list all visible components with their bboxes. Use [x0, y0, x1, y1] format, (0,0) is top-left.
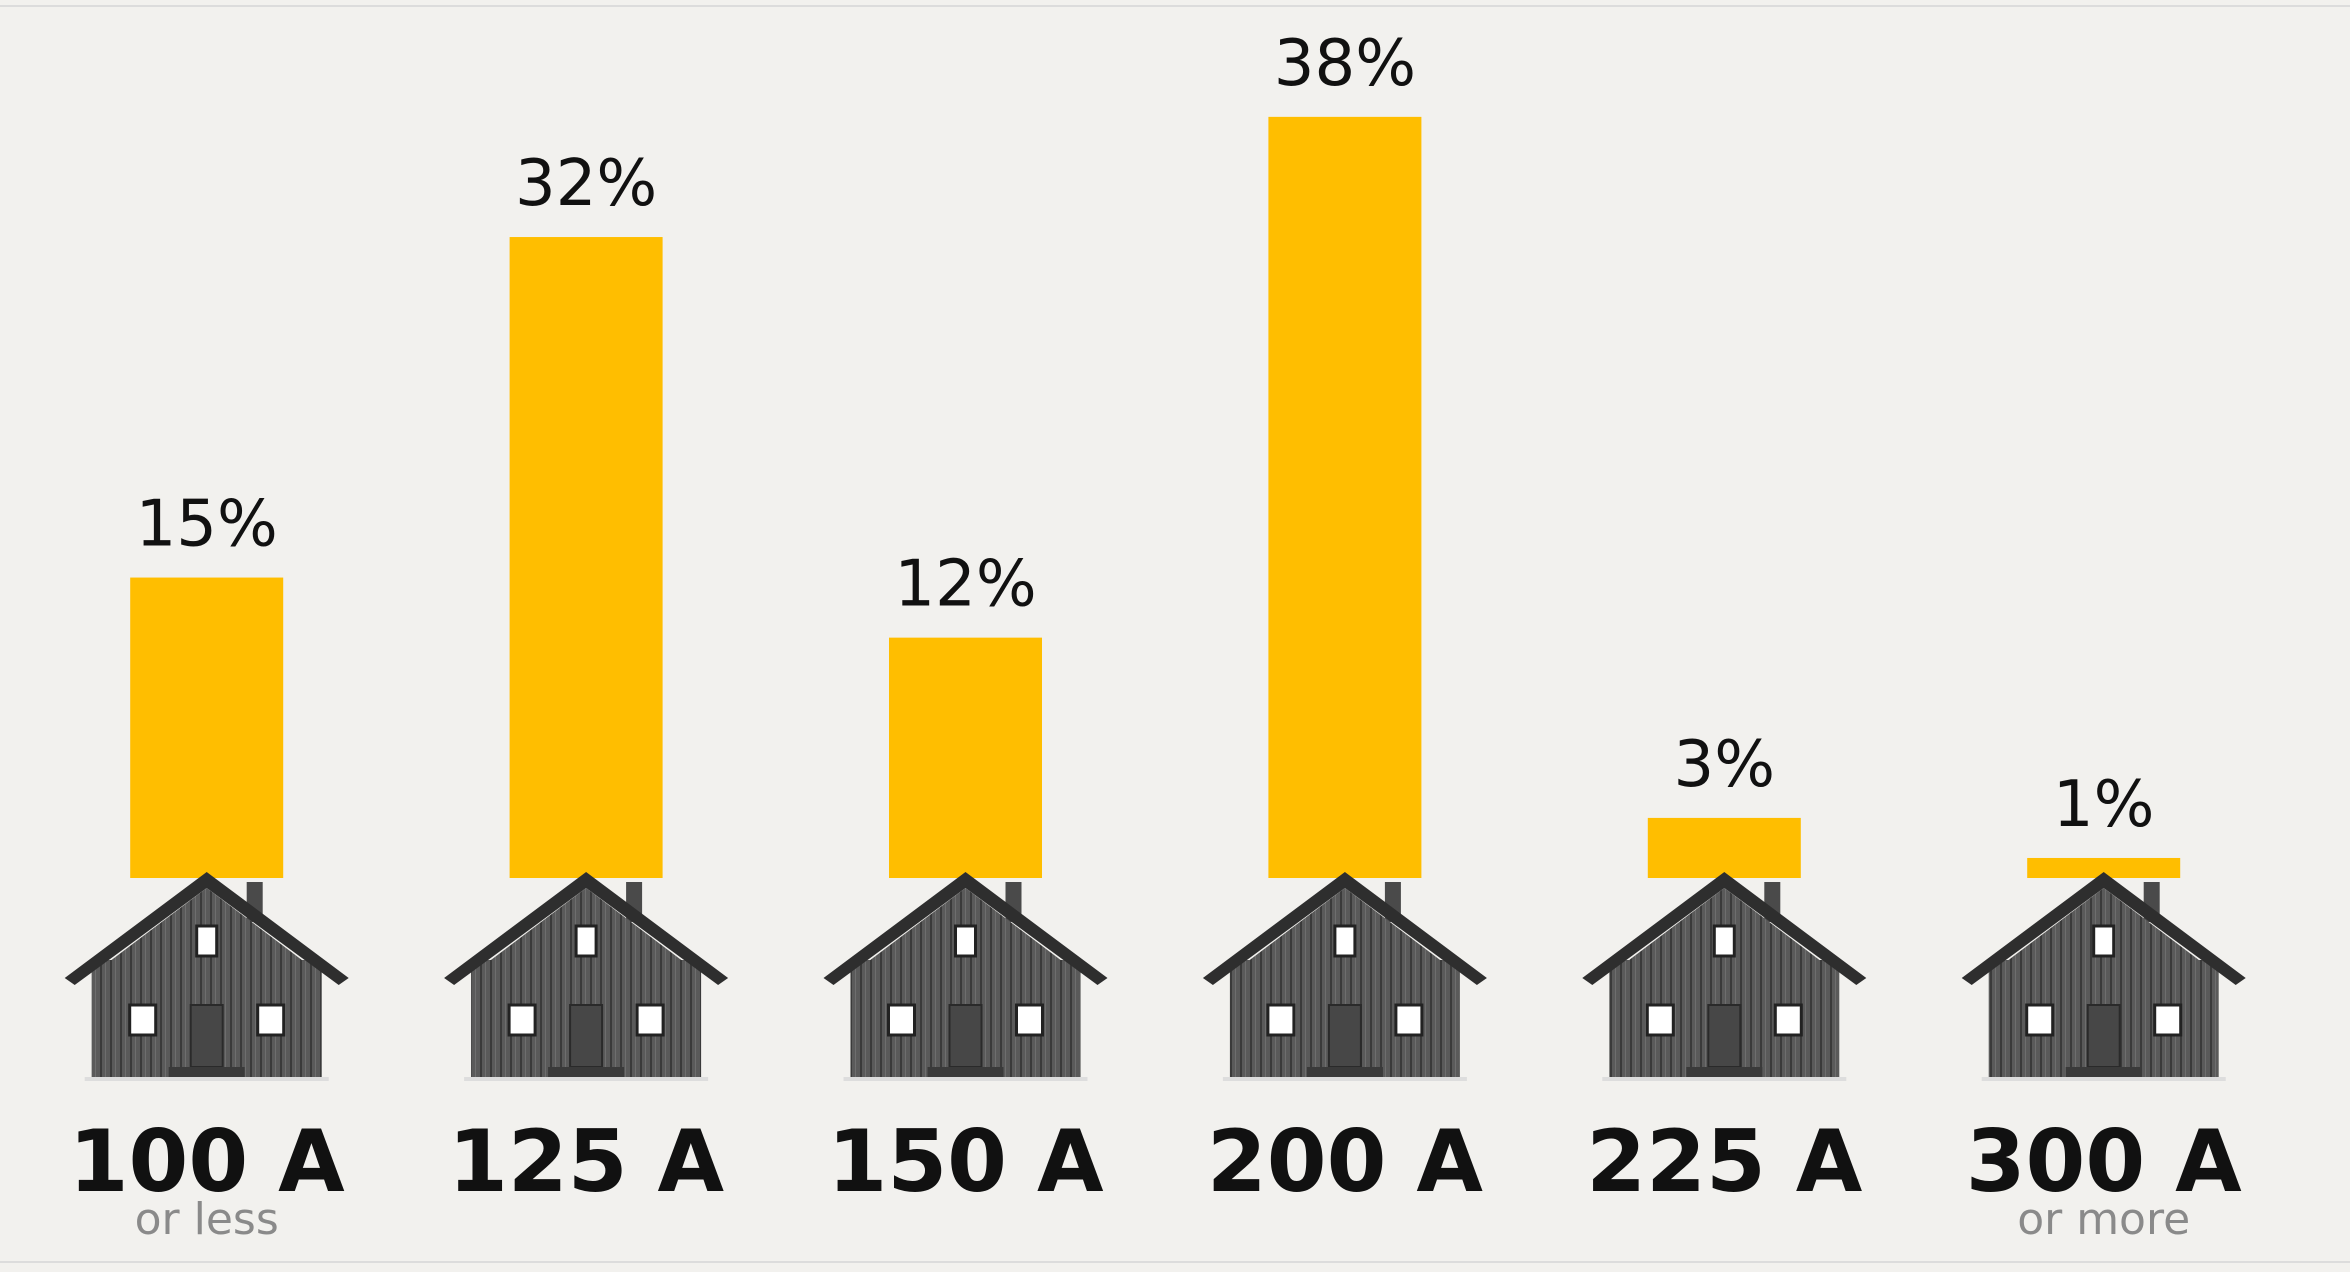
value-label: 12% — [894, 548, 1036, 622]
bar — [2027, 857, 2181, 878]
x-tick-sublabel: or less — [135, 1194, 279, 1245]
bar — [509, 237, 663, 879]
x-tick-label: 225 A — [1586, 1112, 1862, 1212]
window — [507, 1003, 537, 1037]
window — [256, 1003, 286, 1037]
window — [574, 924, 598, 958]
window — [1773, 1003, 1803, 1037]
door — [1707, 1004, 1742, 1068]
value-label: 32% — [515, 147, 657, 221]
window — [2025, 1003, 2055, 1037]
door — [2086, 1004, 2121, 1068]
window — [1712, 924, 1736, 958]
x-tick-label: 200 A — [1207, 1112, 1483, 1212]
window — [1394, 1003, 1424, 1037]
ground — [1222, 1077, 1467, 1081]
window — [887, 1003, 916, 1037]
window — [635, 1003, 665, 1037]
door — [1327, 1004, 1362, 1068]
value-label: 3% — [1674, 728, 1776, 802]
x-tick-label: 150 A — [827, 1112, 1103, 1212]
window — [954, 924, 977, 958]
house-icon — [1202, 872, 1487, 1081]
x-tick-sublabel: or more — [2017, 1194, 2190, 1245]
house-icon — [823, 872, 1108, 1081]
house-icon — [1961, 872, 2246, 1081]
door — [948, 1004, 983, 1068]
x-tick-label: 100 A — [69, 1112, 345, 1212]
ground — [84, 1077, 329, 1081]
door — [569, 1004, 604, 1068]
window — [2092, 924, 2116, 958]
window — [128, 1003, 158, 1037]
ground — [1602, 1077, 1847, 1081]
x-tick-label: 300 A — [1966, 1112, 2242, 1212]
window — [195, 924, 219, 958]
ground — [1981, 1077, 2226, 1081]
house-icon — [64, 872, 349, 1081]
value-label: 1% — [2053, 768, 2155, 842]
window — [1645, 1003, 1675, 1037]
bar — [1647, 817, 1801, 878]
ground — [464, 1077, 709, 1081]
window — [1266, 1003, 1296, 1037]
x-tick-label: 125 A — [448, 1112, 724, 1212]
window — [2153, 1003, 2183, 1037]
house-icon — [444, 872, 729, 1081]
window — [1333, 924, 1357, 958]
door — [189, 1004, 224, 1068]
bar — [1268, 116, 1422, 879]
house-icon — [1582, 872, 1867, 1081]
bar — [889, 637, 1042, 878]
window — [1015, 1003, 1044, 1037]
value-label: 38% — [1274, 27, 1416, 101]
value-label: 15% — [136, 488, 278, 562]
bar — [130, 577, 284, 878]
ground — [843, 1077, 1088, 1081]
